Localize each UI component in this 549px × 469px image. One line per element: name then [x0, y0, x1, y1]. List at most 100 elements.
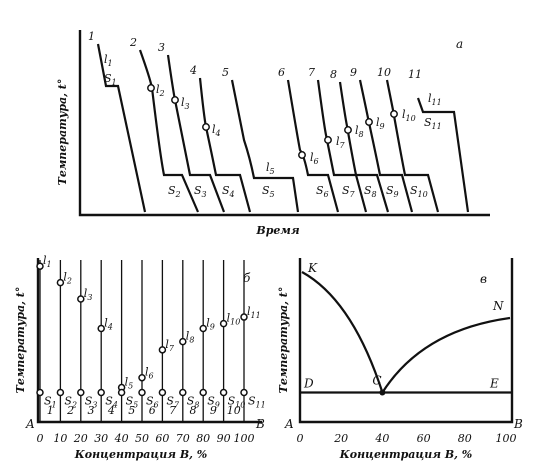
liquidus-point — [324, 136, 332, 144]
solidus-label: S3 — [85, 394, 98, 409]
panel-a-curve-group: 1 l1 S1 2 l2 S2 3 l3 S3 4 l4 S4 5 l5 S5 6 l6 S6 7 l7 S7 8 l8 S8… — [88, 30, 470, 213]
liquidus-point — [36, 262, 44, 270]
liquidus-point — [202, 123, 210, 131]
cooling-curve-9 — [358, 79, 414, 213]
solidus-label: S5 — [126, 394, 139, 409]
cooling-curve-5 — [230, 79, 300, 213]
liquidus-point — [344, 126, 352, 134]
solidus-label: S8 — [364, 184, 377, 199]
liquidus-label: l7 — [165, 338, 175, 353]
solidus-label: S9 — [207, 394, 220, 409]
liquidus-point — [298, 151, 306, 159]
liquidus-point — [171, 96, 179, 104]
x-tick-label: 80 — [458, 432, 472, 445]
panel-b-letter: б — [243, 271, 251, 285]
solidus-label: S1 — [104, 72, 117, 87]
column-number: 10 — [227, 404, 241, 417]
liquidus-point — [179, 337, 187, 346]
liquidus-label: l5 — [266, 161, 275, 176]
panel-b-column-group: l1 S1 l2 S2 l3 S3 l4 S4 l5 S5 l6 S6 l7 S7 l8 S8 l9 S9 l10 S… — [36, 254, 266, 445]
solidus-point — [219, 388, 228, 397]
liquidus-label: l4 — [212, 123, 221, 138]
x-tick-label: 40 — [114, 432, 129, 445]
solidus-point — [36, 388, 44, 397]
solidus-label: S4 — [105, 394, 118, 409]
x-tick-label: 70 — [176, 432, 190, 445]
solidus-label: S10 — [228, 394, 246, 409]
column-number: 4 — [107, 404, 115, 417]
liquidus-label: l10 — [402, 108, 416, 123]
x-tick-label: 60 — [417, 432, 431, 445]
panel-b-corner-left: A — [25, 417, 35, 431]
cooling-curve-number: 4 — [189, 64, 197, 77]
cooling-curve-number: 7 — [308, 66, 315, 79]
liquidus-label: l11 — [428, 92, 442, 107]
panel-c-curve-group: K N C D E 0 20 40 60 80 100 — [297, 261, 517, 445]
liquidus-label: l1 — [104, 53, 113, 68]
column-number: 1 — [47, 404, 54, 417]
solidus-point — [179, 388, 187, 397]
x-tick-label: 20 — [73, 432, 88, 445]
panel-b-corner-right: B — [255, 417, 265, 431]
panel-a-axes — [78, 30, 490, 217]
x-tick-label: 40 — [374, 432, 389, 445]
solidus-point — [77, 388, 85, 397]
cooling-curve-number: 6 — [278, 66, 285, 79]
solidus-label: S6 — [146, 394, 159, 409]
point-n-label: N — [492, 299, 504, 313]
cooling-curve-7 — [316, 79, 368, 213]
panel-a-letter: a — [456, 37, 463, 51]
x-tick-label: 30 — [94, 432, 108, 445]
x-tick-label: 20 — [333, 432, 348, 445]
panel-c-phase-diagram: Температура, t° в A B Концентрация В, % … — [277, 258, 523, 461]
solidus-label: S4 — [222, 184, 235, 199]
liquidus-point — [56, 278, 65, 287]
column-number: 7 — [169, 404, 176, 417]
liquidus-point — [219, 319, 228, 328]
liquidus-label: l6 — [310, 151, 319, 166]
solidus-point — [117, 388, 126, 397]
eutectic-point — [379, 389, 386, 396]
solidus-label: S5 — [262, 184, 275, 199]
panel-b-xlabel: Концентрация В, % — [74, 448, 208, 461]
liquidus-label: l11 — [247, 305, 261, 320]
solidus-label: S6 — [316, 184, 329, 199]
solidus-label: S3 — [194, 184, 207, 199]
column-number: 6 — [149, 404, 156, 417]
panel-c-axes — [298, 258, 514, 424]
liquidus-point — [138, 373, 146, 382]
cooling-curve-2 — [138, 49, 200, 213]
panel-b-ylabel: Температура, t° — [14, 287, 27, 394]
solidus-point — [158, 388, 167, 397]
column-number: 5 — [128, 404, 135, 417]
x-tick-label: 0 — [37, 432, 44, 445]
solidus-label: S9 — [386, 184, 399, 199]
cooling-curve-number: 3 — [158, 41, 165, 54]
liquidus-label: l1 — [43, 254, 52, 269]
cooling-curve-number: 8 — [330, 68, 337, 81]
solidus-label: S11 — [248, 394, 266, 409]
cooling-curve-number: 1 — [88, 30, 95, 43]
x-tick-label: 100 — [496, 432, 517, 445]
x-tick-label: 90 — [217, 432, 231, 445]
liquidus-label: l3 — [181, 96, 190, 111]
liquidus-label: l7 — [336, 135, 346, 150]
solidus-label: S2 — [168, 184, 181, 199]
cooling-curve-8 — [338, 81, 390, 213]
x-tick-label: 80 — [196, 432, 210, 445]
liquidus-label: l9 — [376, 116, 385, 131]
solidus-point — [56, 388, 65, 397]
point-d-label: D — [303, 376, 314, 390]
liquidus-label: l8 — [186, 330, 195, 345]
column-number: 2 — [66, 404, 74, 417]
liquidus-point — [77, 295, 85, 303]
panel-c-corner-left: A — [284, 417, 294, 431]
liquidus-label: l6 — [145, 366, 154, 381]
solidus-label: S2 — [64, 394, 77, 409]
cooling-curve-1 — [96, 43, 147, 213]
solidus-point — [138, 388, 146, 397]
cooling-curve-6 — [286, 79, 340, 213]
panel-c-xlabel: Концентрация В, % — [339, 448, 473, 461]
point-e-label: E — [489, 376, 499, 390]
